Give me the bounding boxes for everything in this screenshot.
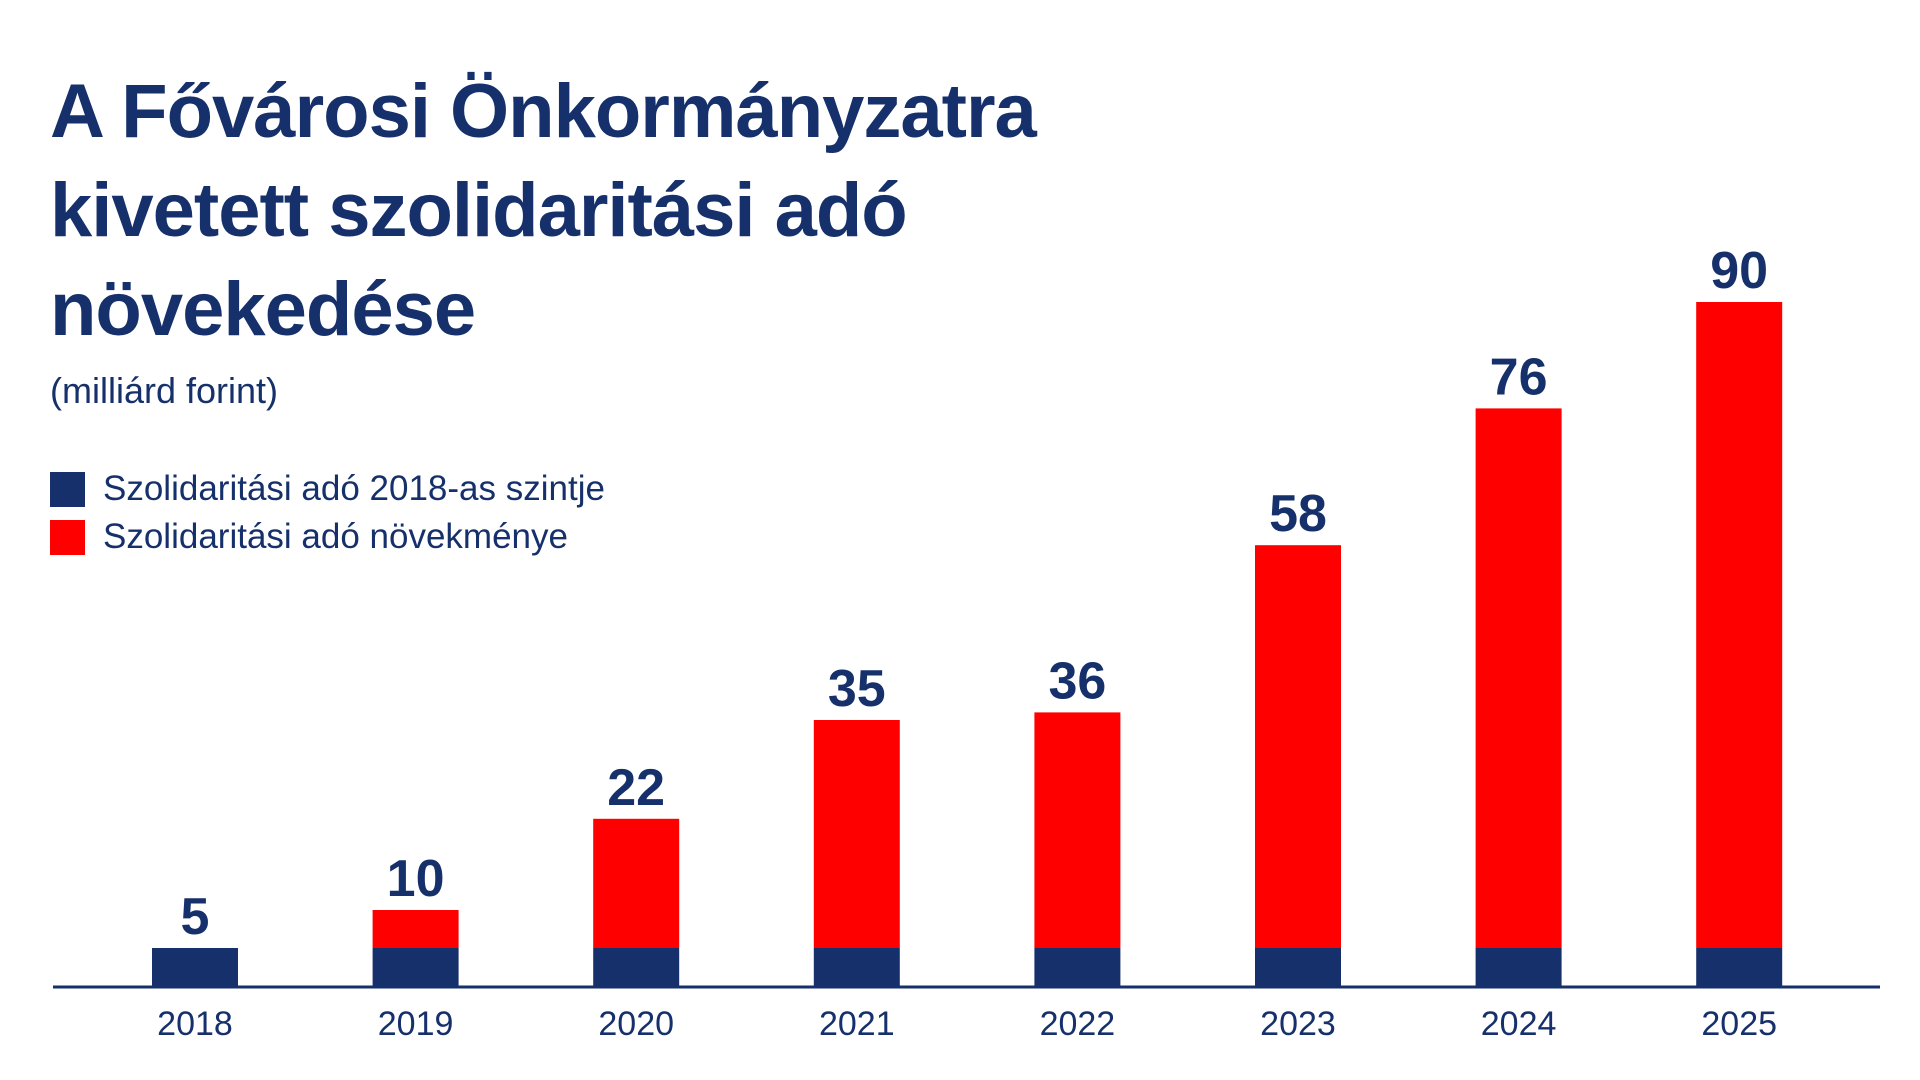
value-label-2019: 10 xyxy=(387,850,445,908)
value-label-2024: 76 xyxy=(1490,348,1548,406)
bar-increment-2022 xyxy=(1034,712,1121,948)
bar-baseline-2022 xyxy=(1034,948,1121,986)
value-label-2021: 35 xyxy=(828,660,886,718)
bar-baseline-2021 xyxy=(813,948,900,986)
chart-title: A Fővárosi Önkormányzatra kivetett szoli… xyxy=(50,62,1300,359)
bar-baseline-2020 xyxy=(593,948,680,986)
x-tick-label-2023: 2023 xyxy=(1260,1005,1336,1043)
bar-increment-2023 xyxy=(1255,545,1341,948)
value-label-2023: 58 xyxy=(1269,485,1327,543)
chart-subtitle: (milliárd forint) xyxy=(50,370,279,411)
chart-title-line-1: A Fővárosi Önkormányzatra xyxy=(50,69,1037,154)
legend-swatch-increment xyxy=(50,519,85,555)
x-tick-label-2025: 2025 xyxy=(1701,1005,1777,1043)
x-tick-label-2019: 2019 xyxy=(378,1005,454,1043)
value-label-2020: 22 xyxy=(607,759,665,817)
bar-baseline-2018 xyxy=(152,948,238,986)
x-tick-label-2021: 2021 xyxy=(819,1005,895,1043)
bar-increment-2019 xyxy=(372,910,459,948)
x-tick-label-2024: 2024 xyxy=(1481,1005,1557,1043)
legend-swatch-baseline xyxy=(50,471,85,507)
x-tick-label-2020: 2020 xyxy=(598,1005,674,1043)
legend: Szolidaritási adó 2018-as szintje Szolid… xyxy=(50,465,605,561)
bar-increment-2020 xyxy=(593,818,680,948)
bar-increment-2025 xyxy=(1696,302,1783,948)
value-label-2025: 90 xyxy=(1710,242,1768,300)
value-label-2022: 36 xyxy=(1048,652,1106,710)
legend-item-increment: Szolidaritási adó növekménye xyxy=(50,513,605,561)
legend-label-increment: Szolidaritási adó növekménye xyxy=(103,517,568,556)
x-tick-label-2022: 2022 xyxy=(1040,1005,1116,1043)
value-label-2018: 5 xyxy=(181,888,210,946)
legend-label-baseline: Szolidaritási adó 2018-as szintje xyxy=(103,469,605,508)
x-tick-label-2018: 2018 xyxy=(157,1005,233,1043)
chart-title-line-3: növekedése xyxy=(50,267,476,352)
bar-baseline-2024 xyxy=(1475,948,1562,986)
bar-baseline-2023 xyxy=(1255,948,1341,986)
bar-increment-2021 xyxy=(813,720,900,948)
bar-baseline-2025 xyxy=(1696,948,1783,986)
bar-increment-2024 xyxy=(1475,408,1562,948)
chart-title-line-2: kivetett szolidaritási adó xyxy=(50,168,908,253)
legend-item-baseline: Szolidaritási adó 2018-as szintje xyxy=(50,465,605,513)
bar-baseline-2019 xyxy=(372,948,459,986)
